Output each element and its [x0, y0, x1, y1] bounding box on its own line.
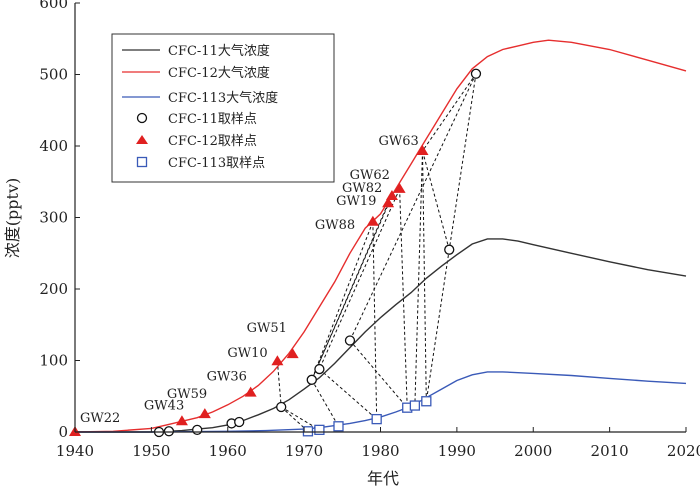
connector-line-0 — [448, 73, 477, 250]
connector-line-8 — [318, 188, 401, 370]
legend: CFC-11大气浓度 CFC-12大气浓度 CFC-113大气浓度 CFC-11… — [111, 33, 335, 183]
legend-text-cfc113-line: CFC-113大气浓度 — [168, 90, 278, 106]
cfc12-sample-point — [382, 197, 395, 208]
cfc11-sample-point — [234, 416, 245, 428]
x-tick-label: 1950 — [132, 442, 170, 460]
x-tick-label: 2000 — [514, 442, 552, 460]
x-tick-label: 1970 — [285, 442, 323, 460]
connector-line-12 — [372, 221, 378, 420]
y-tick-label: 400 — [39, 137, 68, 155]
cfc113-sample-point — [333, 421, 344, 432]
legend-box — [111, 33, 335, 183]
y-tick-label: 300 — [39, 209, 68, 227]
cfc12-sample-point — [198, 408, 211, 419]
cfc113-sample-point — [314, 424, 325, 436]
cfc11-sample-point — [314, 363, 325, 375]
connector-line-6 — [414, 150, 424, 406]
x-tick-label: 2010 — [591, 442, 629, 460]
sample-label-gw82: GW82 — [342, 181, 382, 196]
connector-line-7 — [399, 188, 408, 408]
connector-line-5 — [422, 150, 427, 402]
cfc11-sample-point — [306, 374, 317, 385]
y-tick-label: 600 — [39, 0, 68, 12]
sample-label-gw10: GW10 — [227, 346, 267, 361]
legend-text-cfc113-samples: CFC-113取样点 — [168, 156, 265, 171]
cfc11-sample-point — [276, 401, 287, 413]
connector-line-10 — [311, 203, 389, 381]
y-tick-label: 0 — [58, 423, 68, 441]
connector-line-1 — [422, 73, 477, 152]
cfc11-sample-point — [192, 424, 203, 436]
cfc12-sample-point — [175, 415, 188, 426]
y-tick-label: 200 — [39, 280, 68, 298]
connector-line-9 — [311, 195, 393, 381]
sample-label-gw88: GW88 — [315, 218, 355, 233]
cfc12-sample-point — [416, 145, 429, 156]
x-tick-label: 1960 — [209, 442, 247, 460]
cfc113-sample-point — [371, 413, 382, 425]
legend-text-cfc11-samples: CFC-11取样点 — [168, 112, 257, 127]
connector-line-4 — [425, 249, 450, 402]
legend-marker-cfc11-samples — [136, 112, 148, 124]
sample-label-gw59: GW59 — [167, 387, 207, 402]
cfc12-sample-point — [271, 355, 284, 366]
connector-line-15 — [311, 379, 339, 427]
sample-label-gw62: GW62 — [350, 168, 390, 183]
cfc11-sample-point — [444, 244, 455, 255]
legend-text-cfc12-samples: CFC-12取样点 — [168, 134, 257, 149]
y-axis-label: 浓度(pptv) — [3, 178, 22, 258]
connector-line-14 — [319, 368, 378, 420]
y-tick-label: 500 — [39, 66, 68, 84]
sample-label-gw19: GW19 — [336, 194, 376, 209]
cfc113-sample-point — [409, 400, 421, 411]
legend-text-cfc11-line: CFC-11大气浓度 — [168, 43, 270, 59]
cfc12-sample-point — [286, 348, 299, 359]
cfc12-sample-point — [393, 182, 406, 193]
cfc11-sample-point — [344, 335, 356, 346]
cfc12-sample-point — [385, 190, 398, 201]
y-tick-label: 100 — [39, 352, 68, 370]
cfc113-sample-point — [302, 426, 314, 437]
connector-line-3 — [422, 150, 450, 250]
connector-line-16 — [280, 406, 320, 431]
connector-line-18 — [276, 361, 282, 408]
cfc113-sample-point — [421, 396, 432, 407]
x-axis-label: 年代 — [367, 469, 399, 488]
sample-label-gw51: GW51 — [247, 321, 287, 336]
cfc12-sample-point — [366, 215, 379, 226]
sample-label-gw36: GW36 — [207, 370, 247, 385]
connector-line-11 — [311, 221, 374, 380]
connector-line-13 — [349, 340, 408, 409]
cfc12-sample-point — [244, 386, 257, 397]
x-tick-label: 1940 — [56, 442, 94, 460]
sample-label-gw63: GW63 — [379, 134, 419, 149]
x-tick-label: 1980 — [361, 442, 399, 460]
legend-text-cfc12-line: CFC-12大气浓度 — [168, 65, 270, 81]
cfc11-sample-point — [470, 68, 482, 79]
legend-marker-cfc12-samples — [136, 135, 148, 144]
cfc11-sample-point — [163, 426, 175, 437]
sample-label-gw22: GW22 — [80, 411, 120, 426]
x-tick-label: 1990 — [438, 442, 476, 460]
legend-marker-cfc113-samples — [136, 156, 148, 168]
sample-label-gw43: GW43 — [144, 398, 184, 413]
